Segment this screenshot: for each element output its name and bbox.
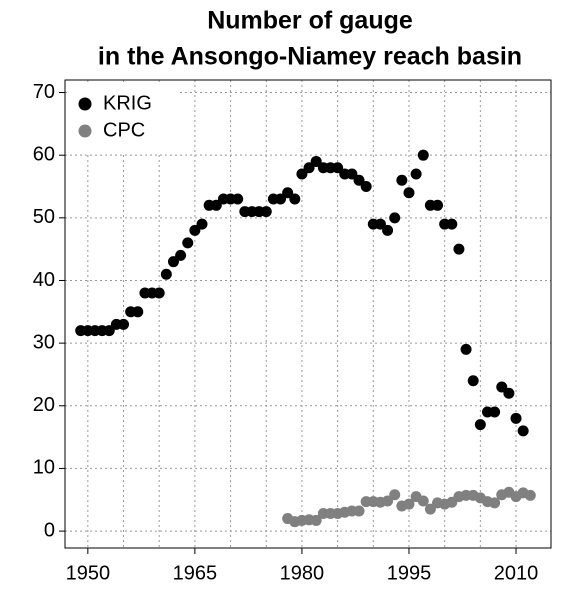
point <box>310 155 322 167</box>
point <box>332 162 344 174</box>
legend-label: KRIG <box>103 92 152 114</box>
legend-label: CPC <box>103 119 145 141</box>
point <box>474 419 486 431</box>
point <box>382 224 394 236</box>
point <box>503 387 515 399</box>
point <box>160 268 172 280</box>
point <box>410 168 422 180</box>
point <box>132 306 144 318</box>
legend-marker <box>78 97 92 111</box>
point <box>296 168 308 180</box>
legend-marker <box>78 124 92 138</box>
point <box>303 162 315 174</box>
point <box>424 503 436 515</box>
point <box>260 206 272 218</box>
point <box>310 514 322 526</box>
y-tick-label: 30 <box>33 331 55 353</box>
point <box>403 187 415 199</box>
point <box>353 505 365 517</box>
point <box>489 497 501 509</box>
point <box>382 495 394 507</box>
y-tick-label: 0 <box>44 519 55 541</box>
y-tick-label: 50 <box>33 206 55 228</box>
point <box>189 224 201 236</box>
point <box>175 249 187 261</box>
point <box>517 425 529 437</box>
point <box>460 343 472 355</box>
point <box>103 325 115 337</box>
point <box>496 381 508 393</box>
y-tick-label: 60 <box>33 143 55 165</box>
point <box>196 218 208 230</box>
legend-box <box>67 82 179 152</box>
chart-title: Number of gauge <box>207 7 413 35</box>
x-tick-label: 1965 <box>173 562 218 584</box>
x-tick-label: 1980 <box>280 562 325 584</box>
plot-frame <box>64 79 552 549</box>
point <box>353 174 365 186</box>
point <box>389 212 401 224</box>
point <box>389 489 401 501</box>
point <box>167 256 179 268</box>
point <box>374 218 386 230</box>
point <box>417 149 429 161</box>
point <box>432 199 444 211</box>
point <box>446 218 458 230</box>
y-tick-label: 40 <box>33 269 55 291</box>
point <box>118 318 130 330</box>
x-tick-label: 1950 <box>66 562 111 584</box>
point <box>282 187 294 199</box>
point <box>510 412 522 424</box>
point <box>360 181 372 193</box>
point <box>453 243 465 255</box>
point <box>289 193 301 205</box>
point <box>467 375 479 387</box>
point <box>489 406 501 418</box>
x-tick-label: 1995 <box>387 562 432 584</box>
point <box>346 168 358 180</box>
y-tick-label: 20 <box>33 394 55 416</box>
point <box>417 495 429 507</box>
point <box>403 498 415 510</box>
point <box>210 199 222 211</box>
point <box>524 489 536 501</box>
chart-title: in the Ansongo-Niamey reach basin <box>98 43 522 71</box>
point <box>396 174 408 186</box>
y-tick-label: 10 <box>33 457 55 479</box>
point <box>182 237 194 249</box>
point <box>232 193 244 205</box>
x-tick-label: 2010 <box>494 562 539 584</box>
point <box>153 287 165 299</box>
point <box>275 193 287 205</box>
y-tick-label: 70 <box>33 81 55 103</box>
